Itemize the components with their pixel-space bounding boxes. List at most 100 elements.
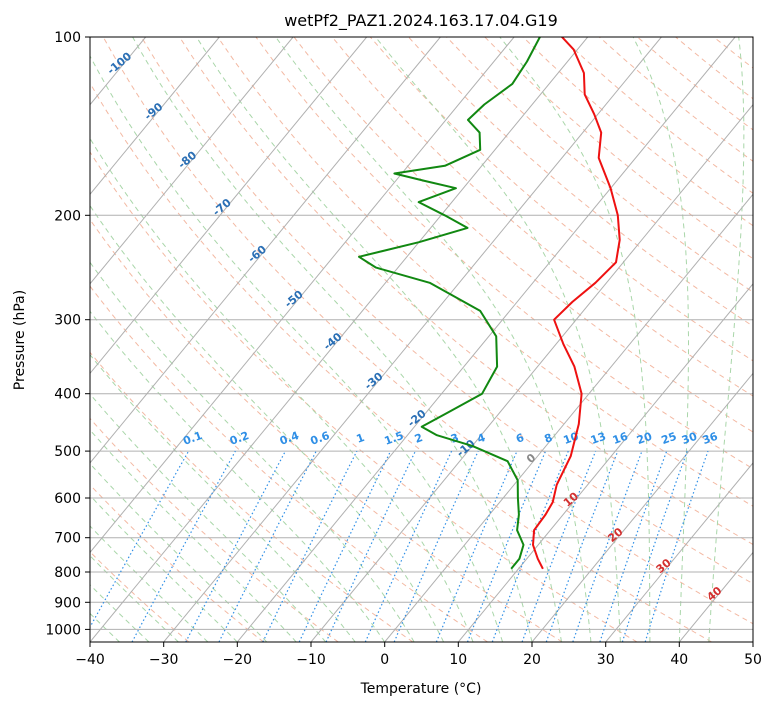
mixing-ratio-label: 6 bbox=[514, 431, 526, 446]
moist-adiabat bbox=[499, 37, 651, 642]
dry-adiabat bbox=[293, 37, 753, 433]
profiles bbox=[358, 37, 621, 570]
y-tick-label: 1000 bbox=[45, 622, 81, 638]
mixing-ratio-label: 0.4 bbox=[278, 429, 301, 448]
y-tick-label: 200 bbox=[54, 208, 81, 224]
mixing-ratio-line bbox=[131, 450, 236, 642]
x-tick-label: 10 bbox=[449, 652, 467, 668]
moist-adiabat bbox=[90, 353, 356, 642]
moist-adiabat bbox=[90, 429, 297, 642]
mixing-ratio-label: 36 bbox=[701, 430, 720, 448]
mixing-ratio-line bbox=[435, 450, 518, 642]
mixing-ratio-label: 0.2 bbox=[228, 429, 251, 448]
x-axis-label: Temperature (°C) bbox=[360, 681, 482, 697]
mixing-ratio-label: 2 bbox=[413, 431, 425, 446]
dry-adiabat bbox=[102, 37, 753, 625]
isotherm-line bbox=[163, 37, 662, 642]
x-tick-label: 50 bbox=[744, 652, 762, 668]
isotherm-line bbox=[90, 37, 589, 642]
mixing-ratio-line bbox=[218, 450, 317, 642]
isotherm-line bbox=[90, 37, 515, 554]
mixing-ratio-label: 1 bbox=[355, 431, 367, 446]
dry-adiabat bbox=[90, 351, 414, 642]
y-tick-label: 300 bbox=[54, 313, 81, 329]
dry-adiabat bbox=[90, 285, 488, 642]
moist-adiabat bbox=[632, 37, 689, 642]
chart-title: wetPf2_PAZ1.2024.163.17.04.G19 bbox=[284, 11, 558, 31]
isotherm-line bbox=[384, 193, 753, 642]
y-tick-label: 600 bbox=[54, 491, 81, 507]
y-tick-label: 500 bbox=[54, 444, 81, 460]
mixing-ratio-line bbox=[90, 450, 190, 629]
dry-adiabat bbox=[90, 82, 712, 642]
y-tick-label: 100 bbox=[54, 30, 81, 46]
dry-adiabat bbox=[90, 551, 190, 642]
moist-adiabat bbox=[90, 54, 503, 642]
mixing-ratio-label: 1.5 bbox=[383, 429, 406, 448]
isotherm-line bbox=[90, 37, 368, 375]
dry-adiabat bbox=[90, 484, 264, 642]
isotherm-line bbox=[605, 462, 753, 642]
mixing-ratio-line bbox=[262, 450, 358, 642]
x-tick-label: −40 bbox=[75, 652, 105, 668]
moist-adiabat bbox=[196, 37, 562, 642]
moist-adiabat bbox=[708, 37, 745, 642]
mixing-ratio-label: 4 bbox=[475, 431, 487, 446]
dewpoint-profile bbox=[358, 37, 541, 570]
x-tick-label: 20 bbox=[523, 652, 541, 668]
isotherm-line bbox=[90, 37, 441, 464]
mixing-ratio-line bbox=[364, 450, 453, 642]
plot-frame bbox=[89, 36, 754, 643]
x-tick-label: −10 bbox=[296, 652, 326, 668]
mixing-ratio-line bbox=[491, 450, 569, 642]
isotherm-line bbox=[531, 372, 753, 642]
moist-adiabat bbox=[90, 204, 445, 642]
y-tick-label: 700 bbox=[54, 531, 81, 547]
dry-adiabat bbox=[90, 151, 638, 642]
mixing-ratio-line bbox=[621, 450, 688, 642]
y-tick-label: 800 bbox=[54, 565, 81, 581]
x-tick-label: 0 bbox=[380, 652, 389, 668]
mixing-ratio-label: 30 bbox=[680, 430, 699, 448]
mixing-ratio-label: 16 bbox=[611, 430, 630, 448]
x-tick-label: −30 bbox=[149, 652, 179, 668]
axis-ticks: −40 −30 −20 −10 0 10 20 30 40 5010020030040050060… bbox=[45, 30, 762, 668]
mixing-ratio-label: 3 bbox=[449, 431, 461, 446]
moist-adiabat bbox=[90, 393, 327, 642]
dry-adiabat bbox=[140, 37, 753, 585]
mixing-ratio-label: 25 bbox=[660, 430, 679, 447]
dry-adiabat bbox=[90, 218, 563, 642]
mixing-ratio-label: 0.6 bbox=[309, 429, 332, 448]
isotherm-line bbox=[90, 37, 294, 285]
moist-adiabat bbox=[90, 462, 268, 642]
x-tick-label: 30 bbox=[597, 652, 615, 668]
mixing-ratio-line bbox=[545, 450, 619, 642]
isotherm-line bbox=[90, 37, 220, 196]
moist-adiabat bbox=[132, 37, 533, 642]
mixing-ratio-line bbox=[521, 450, 597, 642]
mixing-ratio-label: 8 bbox=[543, 431, 555, 446]
mixing-ratio-line bbox=[466, 450, 547, 642]
moist-adiabat bbox=[375, 37, 621, 642]
y-tick-label: 900 bbox=[54, 595, 81, 611]
y-tick-label: 400 bbox=[54, 387, 81, 403]
moist-adiabat bbox=[90, 137, 474, 642]
mixing-ratio-line bbox=[644, 450, 709, 642]
isotherm-line bbox=[236, 37, 736, 642]
mixing-ratio-label: 13 bbox=[589, 430, 608, 447]
isotherm-line bbox=[310, 103, 753, 642]
dry-adiabat bbox=[369, 37, 753, 362]
isotherm-line bbox=[457, 283, 753, 642]
mixing-ratio-line bbox=[393, 450, 479, 642]
dry-adiabat bbox=[408, 37, 753, 327]
mixing-ratio-label: 20 bbox=[635, 430, 654, 448]
mixing-ratio-label: 0.1 bbox=[181, 429, 204, 448]
x-tick-label: 40 bbox=[670, 652, 688, 668]
mixing-ratio-line bbox=[599, 450, 668, 642]
temperature-profile bbox=[532, 37, 621, 570]
x-tick-label: −20 bbox=[223, 652, 253, 668]
moist-adiabat bbox=[275, 37, 592, 642]
background-lines bbox=[90, 37, 753, 642]
